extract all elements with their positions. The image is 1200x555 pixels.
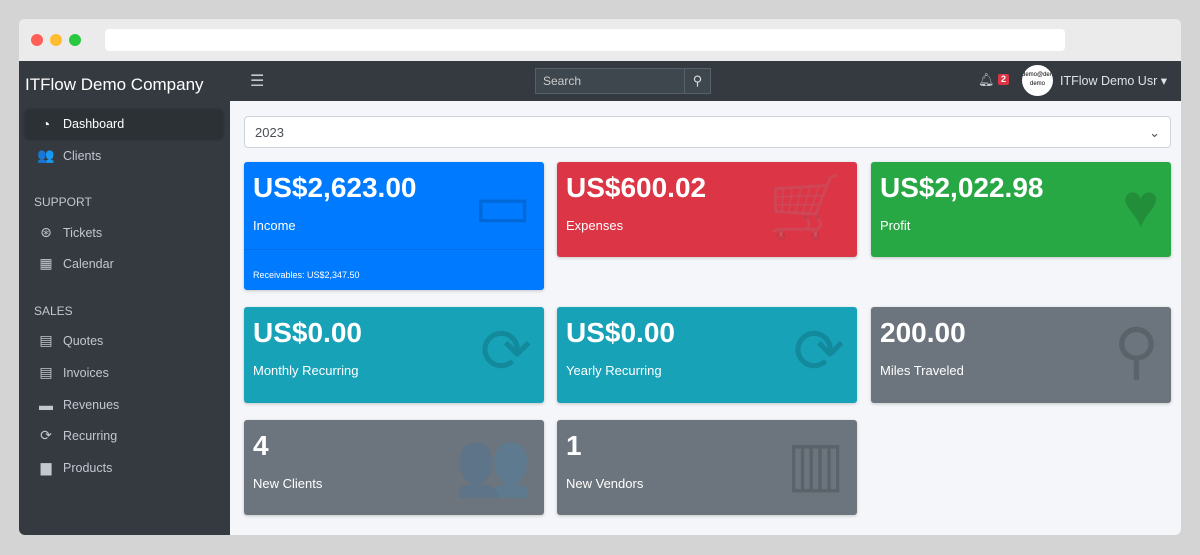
brand-link[interactable]: ITFlow Demo Company: [25, 75, 204, 94]
credit-card-icon: ▬: [39, 396, 53, 413]
bell-icon[interactable]: 🔔︎: [978, 72, 995, 87]
sidebar-item-label: Tickets: [63, 225, 103, 240]
stat-label: New Clients: [253, 476, 323, 491]
sidebar-item-dashboard[interactable]: ◔ Dashboard: [25, 109, 223, 138]
stat-label: Yearly Recurring: [566, 363, 662, 378]
stat-value: US$0.00: [253, 317, 362, 348]
stat-label: Monthly Recurring: [253, 363, 359, 378]
sidebar-item-clients[interactable]: 👥 Clients: [25, 141, 223, 170]
stat-label: Income: [253, 218, 296, 233]
menu-toggle-icon[interactable]: ☰: [250, 73, 265, 90]
stat-card-yearly-recurring[interactable]: ⟳ US$0.00 Yearly Recurring: [557, 307, 857, 403]
invoice-icon: ▤: [39, 364, 53, 380]
browser-window: ITFlow Demo Company ◔ Dashboard 👥 Clients …: [19, 19, 1181, 535]
search-button[interactable]: ⚲: [685, 68, 711, 94]
stat-value: 200.00: [880, 317, 966, 348]
stat-card-monthly-recurring[interactable]: ⟳ US$0.00 Monthly Recurring: [244, 307, 544, 403]
chevron-down-icon: ⌄: [1149, 125, 1160, 140]
sidebar-item-quotes[interactable]: ▤ Quotes: [25, 326, 223, 355]
sync-icon: ⟳: [40, 427, 52, 443]
stat-card-profit[interactable]: ♥ US$2,022.98 Profit: [871, 162, 1171, 257]
avatar[interactable]: demo@demo demo: [1022, 65, 1053, 96]
stat-value: US$2,022.98: [880, 172, 1044, 203]
search-icon: ⚲: [692, 73, 703, 88]
users-icon: 👥: [37, 147, 55, 163]
stat-card-miles-traveled[interactable]: ⚲ 200.00 Miles Traveled: [871, 307, 1171, 403]
stat-card-new-vendors[interactable]: ▥ 1 New Vendors: [557, 420, 857, 515]
heart-icon: ♥: [1122, 172, 1159, 241]
section-header-support: SUPPORT: [34, 195, 92, 209]
file-icon: ▤: [39, 332, 53, 348]
sidebar-item-recurring[interactable]: ⟳ Recurring: [25, 421, 223, 450]
stat-value: US$0.00: [566, 317, 675, 348]
card-footer: Receivables: US$2,347.50: [244, 249, 544, 290]
user-menu[interactable]: ITFlow Demo Usr ▾: [1060, 74, 1167, 88]
stat-value: 1: [566, 430, 582, 461]
stat-value: US$600.02: [566, 172, 707, 203]
box-icon: ▆: [40, 459, 52, 475]
sidebar-item-label: Quotes: [63, 333, 104, 348]
stat-label: Expenses: [566, 218, 624, 233]
sidebar-item-label: Invoices: [63, 365, 109, 380]
sidebar-item-label: Recurring: [63, 428, 118, 443]
search-form: ⚲: [535, 68, 711, 94]
life-ring-icon: ⊛: [40, 224, 52, 240]
stat-label: New Vendors: [566, 476, 644, 491]
calendar-icon: ▦: [39, 255, 53, 271]
route-icon: ⚲: [1113, 317, 1159, 386]
stat-value: US$2,623.00: [253, 172, 417, 203]
stat-card-new-clients[interactable]: 👥 4 New Clients: [244, 420, 544, 515]
year-select-value: 2023: [255, 125, 284, 140]
sidebar-item-invoices[interactable]: ▤ Invoices: [25, 358, 223, 387]
sidebar-item-label: Calendar: [63, 256, 114, 271]
address-bar[interactable]: [105, 29, 1065, 51]
tachometer-icon: ◔: [41, 115, 51, 132]
shopping-cart-icon: 🛒: [767, 172, 845, 241]
sidebar: ITFlow Demo Company ◔ Dashboard 👥 Clients …: [19, 61, 230, 535]
stat-value: 4: [253, 430, 269, 461]
stat-card-expenses[interactable]: 🛒 US$600.02 Expenses: [557, 162, 857, 257]
top-navbar: ☰ ⚲ 🔔︎ 2 demo@demo demo ITFlow Demo Usr …: [230, 61, 1181, 101]
sidebar-item-label: Dashboard: [63, 116, 125, 131]
year-select[interactable]: 2023 ⌄: [244, 116, 1171, 148]
notification-badge: 2: [998, 74, 1010, 85]
sync-icon: ⟳: [793, 317, 845, 386]
sync-icon: ⟳: [480, 317, 532, 386]
sidebar-item-products[interactable]: ▆ Products: [25, 453, 223, 482]
maximize-dot[interactable]: [69, 34, 81, 46]
stat-label: Profit: [880, 218, 911, 233]
sidebar-item-calendar[interactable]: ▦ Calendar: [25, 249, 223, 278]
building-icon: ▥: [786, 430, 845, 499]
section-header-sales: SALES: [34, 304, 73, 318]
sidebar-item-label: Clients: [63, 148, 102, 163]
sidebar-item-label: Products: [63, 460, 113, 475]
sidebar-item-label: Revenues: [63, 397, 120, 412]
browser-chrome: [19, 19, 1181, 61]
sidebar-item-revenues[interactable]: ▬ Revenues: [25, 390, 223, 419]
stat-label: Miles Traveled: [880, 363, 964, 378]
minimize-dot[interactable]: [50, 34, 62, 46]
stat-card-income[interactable]: ▭ US$2,623.00 Income Receivables: US$2,34…: [244, 162, 544, 290]
sidebar-item-tickets[interactable]: ⊛ Tickets: [25, 218, 223, 247]
users-icon: 👥: [454, 430, 532, 499]
search-input[interactable]: [535, 68, 685, 94]
receivables-text: Receivables: US$2,347.50: [253, 270, 360, 280]
close-dot[interactable]: [31, 34, 43, 46]
credit-card-icon: ▭: [473, 172, 532, 241]
